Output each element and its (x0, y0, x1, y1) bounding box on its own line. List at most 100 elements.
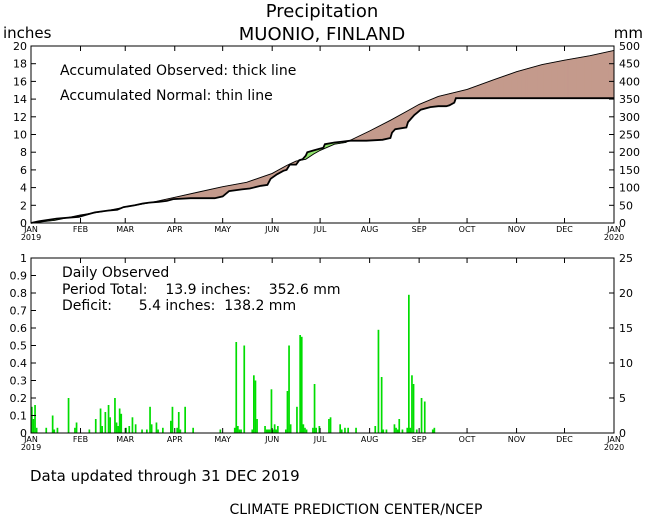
daily-precip-bar (393, 424, 396, 434)
daily-precip-bar (88, 429, 91, 433)
daily-precip-bar (398, 419, 401, 433)
y-tick-label: 0.1 (10, 410, 28, 423)
daily-precip-bar (149, 406, 151, 434)
daily-precip-bar (411, 375, 413, 434)
daily-precip-bar (177, 412, 180, 433)
y2-tick-label: 400 (619, 75, 640, 88)
daily-precip-bar (415, 429, 418, 433)
daily-precip-bar (272, 429, 274, 433)
daily-precip-bar (273, 424, 276, 434)
daily-precip-bar (267, 429, 270, 433)
x-tick-label: JUL (313, 225, 327, 234)
y-tick-label: 0.3 (10, 375, 28, 388)
daily-precip-bar (53, 429, 56, 433)
daily-precip-bar (299, 335, 301, 433)
y-tick-label: 8 (20, 146, 27, 159)
y-tick-label: 1 (20, 252, 27, 265)
daily-axes: JAN FEB MAR APR MAY JUN JUL AUG SEP OCT NOV DEC JAN2… (10, 252, 634, 452)
x-tick-label: FEB (73, 225, 88, 234)
x-tick-label: OCT (459, 225, 476, 234)
x-tick-label: JUN (264, 435, 279, 444)
y2-tick-label: 450 (619, 58, 640, 71)
daily-precip-bar (74, 427, 76, 434)
x-tick-label: MAR (116, 225, 134, 234)
x-tick-label: DEC (556, 435, 573, 444)
daily-precip-bar (380, 377, 383, 433)
daily-precip-bar (277, 426, 279, 433)
daily-precip-bar (409, 427, 412, 434)
daily-precip-bar (374, 426, 377, 433)
daily-precip-bar (34, 405, 36, 433)
x-tick-label: JUL (313, 435, 327, 444)
daily-precip-bar (408, 294, 410, 434)
daily-precip-bar (150, 424, 153, 434)
y2-tick-label: 350 (619, 93, 640, 106)
x-tick-label: JAN (23, 225, 38, 234)
daily-precip-bar (120, 413, 123, 434)
daily-precip-bar (313, 384, 316, 433)
y2-tick-label: 0 (619, 217, 626, 230)
x-tick-label: APR (167, 435, 183, 444)
daily-precip-bar (251, 429, 254, 433)
y2-tick-label: 50 (619, 199, 633, 212)
daily-precip-bar (300, 336, 303, 434)
daily-precip-bar (269, 429, 271, 433)
daily-precip-bar (155, 422, 158, 433)
y-tick-label: 18 (13, 58, 27, 71)
daily-precip-bar (171, 406, 174, 434)
x-tick-label: JUN (264, 225, 279, 234)
daily-precip-bar (237, 426, 239, 433)
daily-precip-bar (256, 419, 258, 433)
x-tick-label: MAR (116, 435, 134, 444)
y-tick-label: 10 (13, 129, 27, 142)
daily-precip-bar (157, 429, 159, 433)
daily-precip-bar (31, 406, 33, 434)
daily-precip-bar (382, 429, 385, 433)
daily-precip-bar (270, 389, 273, 434)
x-tick-label: DEC (556, 225, 573, 234)
daily-precip-bar (329, 417, 332, 434)
x-end-year: 2020 (604, 443, 624, 452)
daily-precip-bar (67, 398, 70, 433)
daily-precip-bar (265, 429, 268, 433)
y-tick-label: 20 (13, 40, 27, 53)
daily-precip-bar (264, 426, 266, 433)
daily-precip-bar (99, 408, 102, 433)
daily-precip-bar (385, 429, 388, 433)
x-tick-label: JAN (23, 435, 38, 444)
daily-precip-bar (104, 412, 107, 433)
y-tick-label: 0.7 (10, 305, 28, 318)
accumulated-panel: JAN FEB MAR APR MAY JUN JUL AUG SEP OCT NOV DEC JAN2… (13, 40, 640, 242)
daily-precip-bar (32, 419, 35, 433)
credit-line: CLIMATE PREDICTION CENTER/NCEP (230, 502, 483, 518)
daily-precip-bar (128, 426, 131, 433)
daily-panel: JAN FEB MAR APR MAY JUN JUL AUG SEP OCT NOV DEC JAN2… (10, 252, 634, 452)
daily-precip-bar (339, 424, 341, 434)
y-tick-label: 6 (20, 164, 27, 177)
y2-tick-label: 250 (619, 129, 640, 142)
y2-tick-label: 100 (619, 182, 640, 195)
x-tick-label: FEB (73, 435, 88, 444)
daily-precip-bar (305, 429, 308, 433)
chart-title: Precipitation (266, 1, 379, 22)
daily-precip-bar (146, 429, 148, 433)
y2-tick-label: 500 (619, 40, 640, 53)
daily-precip-bar (115, 422, 118, 433)
daily-precip-bar (192, 427, 194, 434)
daily-precip-bar (243, 345, 246, 433)
daily-precip-bar (254, 380, 257, 433)
x-end-year: 2020 (604, 233, 624, 242)
x-tick-label: MAY (214, 435, 231, 444)
daily-precip-bar (347, 427, 349, 434)
daily-precip-bar (296, 406, 298, 434)
daily-precip-bar (184, 406, 186, 434)
daily-precip-bar (114, 398, 116, 433)
legend-normal: Accumulated Normal: thin line (60, 88, 273, 104)
daily-precip-bar (312, 427, 314, 434)
daily-precip-bar (117, 426, 119, 433)
y2-tick-label: 20 (619, 287, 633, 300)
daily-precip-bar (431, 429, 434, 433)
y2-tick-label: 15 (619, 322, 633, 335)
daily-precip-bar (289, 424, 292, 434)
right-unit-label: mm (614, 24, 643, 42)
